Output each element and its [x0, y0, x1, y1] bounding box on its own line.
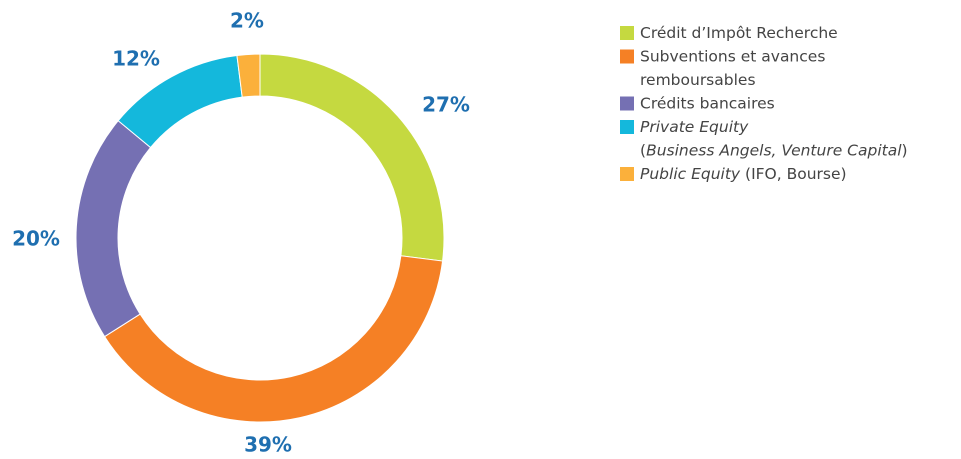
donut-slice: [236, 53, 261, 98]
value-label: 12%: [112, 47, 160, 71]
legend-label: Crédit d’Impôt Recherche: [640, 24, 838, 42]
legend-text: Crédits bancaires: [640, 94, 775, 112]
legend-swatch: [620, 49, 634, 64]
legend-swatch: [620, 26, 634, 40]
legend-text: Business Angels, Venture Capital: [646, 141, 902, 159]
donut-slice: [75, 120, 152, 338]
legend-text: ): [902, 141, 908, 159]
donut-slice: [259, 53, 445, 262]
legend-label: Private Equity: [640, 118, 749, 136]
legend-text: Crédit d’Impôt Recherche: [640, 24, 838, 42]
legend-label: Crédits bancaires: [640, 94, 775, 112]
value-label: 39%: [244, 433, 292, 457]
value-label: 27%: [422, 93, 470, 117]
legend-text: Subventions et avances: [640, 47, 825, 65]
donut-slice: [103, 255, 444, 423]
legend-swatch: [620, 167, 634, 181]
value-label: 2%: [230, 9, 264, 33]
legend-text: (IFO, Bourse): [740, 165, 847, 183]
legend-swatch: [620, 120, 634, 134]
legend-text: (: [640, 141, 646, 159]
legend-text: remboursables: [640, 71, 756, 89]
legend-text: Public Equity: [640, 165, 741, 183]
legend-label: Public Equity (IFO, Bourse): [640, 165, 847, 183]
legend-text: Private Equity: [640, 118, 749, 136]
legend-label: remboursables: [640, 71, 756, 89]
legend-swatch: [620, 96, 634, 111]
legend-label: (Business Angels, Venture Capital): [640, 141, 908, 159]
value-label: 20%: [12, 227, 60, 251]
legend-label: Subventions et avances: [640, 47, 825, 65]
